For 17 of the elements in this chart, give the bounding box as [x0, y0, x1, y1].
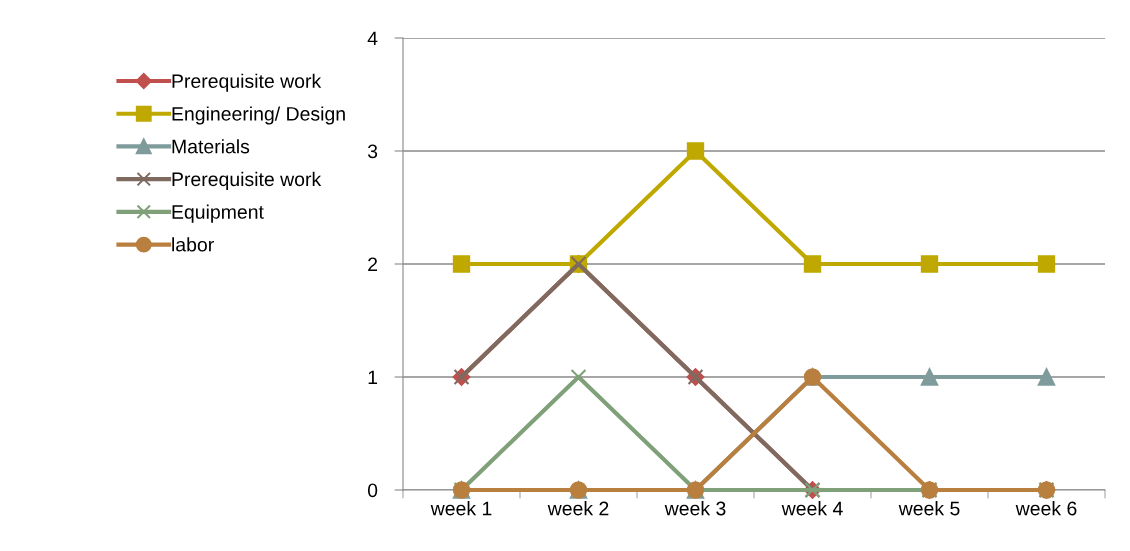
- y-tick-label: 1: [368, 370, 378, 385]
- legend-label: labor: [172, 237, 214, 252]
- y-tick-label: 3: [367, 144, 378, 159]
- legend-label: Prerequisite work: [172, 171, 322, 190]
- legend-label: Engineering/ Design: [172, 106, 345, 125]
- y-tick-label: 0: [367, 483, 378, 498]
- x-tick-label: week 6: [1015, 501, 1077, 516]
- legend-label: Prerequisite work: [172, 73, 322, 92]
- legend-label: Equipment: [172, 204, 264, 223]
- x-tick-label: week 5: [898, 501, 960, 516]
- y-tick-label: 2: [368, 257, 378, 272]
- legend-label: Materials: [172, 139, 250, 154]
- y-tick-label: 4: [367, 31, 378, 46]
- x-tick-label: week 4: [781, 501, 843, 516]
- x-tick-label: week 1: [430, 501, 492, 516]
- x-tick-label: week 3: [664, 501, 726, 516]
- x-tick-label: week 2: [547, 501, 609, 516]
